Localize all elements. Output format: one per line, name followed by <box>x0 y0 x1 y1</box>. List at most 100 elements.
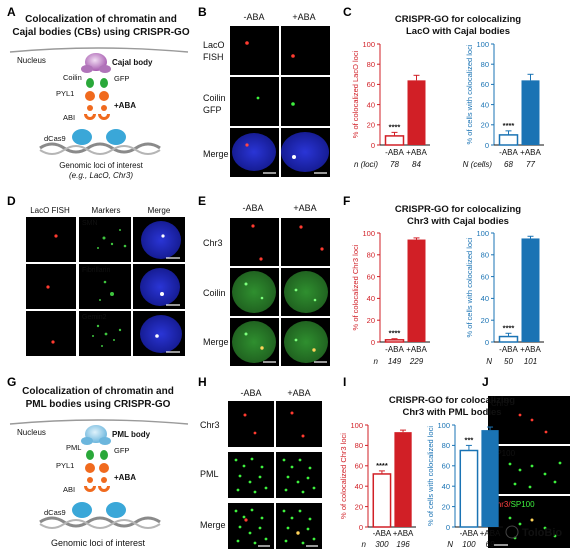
y-tick-label: 40 <box>442 482 450 491</box>
gfp-spot <box>291 102 295 106</box>
nuclear-envelope <box>9 419 189 425</box>
micrograph-tile <box>230 77 279 126</box>
x-category-label: -ABA <box>373 529 392 538</box>
y-tick-label: 60 <box>481 80 489 89</box>
panel-letter-d: D <box>7 194 16 208</box>
y-tick-label: 0 <box>446 523 450 532</box>
coilin-blob <box>99 65 111 73</box>
n-value-label: 300 <box>375 540 389 549</box>
aba-icon <box>87 105 93 111</box>
dcas9-icon <box>106 129 126 145</box>
pml-spots <box>234 457 316 545</box>
x-category-label: +ABA <box>406 345 427 354</box>
y-tick-label: 80 <box>367 251 375 260</box>
panel-letter-c: C <box>343 5 352 19</box>
coilin-nucleus-image <box>232 321 276 363</box>
panel-b-microscopy: -ABA +ABA LacO FISH Coilin GFP Merge <box>203 12 330 177</box>
x-category-label: -ABA <box>385 345 404 354</box>
significance-label: **** <box>503 121 515 130</box>
pml-blob <box>81 437 93 445</box>
coilin-foci <box>244 282 317 342</box>
y-tick-label: 60 <box>355 462 363 471</box>
n-value-label: 69 <box>486 540 495 549</box>
y-axis-label: % of cells with colocalized loci <box>465 237 474 337</box>
bar-minus-aba <box>498 134 519 146</box>
panel-e-row-chr3: Chr3 <box>203 238 223 248</box>
panel-d-col-markers: Markers <box>92 206 121 215</box>
gfp-tag-icon <box>100 450 108 460</box>
n-value-label: 78 <box>390 160 399 169</box>
pyl1-icon <box>99 91 109 101</box>
panel-j-merge-sp100: SP100 <box>511 500 536 509</box>
nucleus-image <box>281 132 329 172</box>
panel-d-col-merge: Merge <box>148 206 171 215</box>
chr3-spots <box>243 411 305 438</box>
panel-g-pml-label: PML <box>66 443 81 452</box>
significance-label: **** <box>376 461 388 470</box>
gfp-spot <box>256 96 260 100</box>
panel-g-title-line1: Colocalization of chromatin and <box>22 386 174 397</box>
dna-strand-icon <box>39 145 161 155</box>
pyl1-icon <box>99 463 109 473</box>
panel-letter-j: J <box>482 375 489 389</box>
panel-e-microscopy: -ABA +ABA Chr3 Coilin Merge <box>203 203 330 366</box>
aba-icon <box>101 477 107 483</box>
panel-a-nucleus-label: Nucleus <box>17 56 46 65</box>
abi-icon <box>98 486 110 492</box>
bar-plus-aba <box>521 238 540 342</box>
nucleus-image <box>232 133 276 171</box>
n-value-label: 100 <box>462 540 476 549</box>
x-category-label: -ABA <box>385 148 404 157</box>
panel-g-abi-label: ABI <box>63 485 75 494</box>
n-value-label: 149 <box>388 357 402 366</box>
bar-plus-aba <box>394 432 412 527</box>
micrograph-tile <box>281 26 330 75</box>
x-category-label: +ABA <box>393 529 414 538</box>
y-tick-label: 0 <box>359 523 363 532</box>
micrograph-tile <box>228 401 274 447</box>
gfp-tag-icon <box>86 450 94 460</box>
nucleus-image <box>140 315 182 353</box>
y-axis-label: % of cells with colocalized loci <box>426 426 435 526</box>
significance-label: **** <box>389 329 401 338</box>
y-tick-label: 0 <box>371 141 375 150</box>
panel-b-row-coilin-line1: Coilin <box>203 93 226 103</box>
micrograph-tile <box>488 446 570 494</box>
n-axis-label: n <box>374 357 379 366</box>
panel-d-microscopy: LacO FISH Markers Merge SMN Fibrillarin … <box>26 206 185 356</box>
panel-g-pml-body-label: PML body <box>112 430 151 439</box>
micrograph-tile <box>26 311 76 356</box>
micrograph-tile <box>276 401 322 447</box>
fish-spot <box>46 285 50 289</box>
merge-spot <box>155 334 159 338</box>
panel-a-dcas9-label: dCas9 <box>44 134 66 143</box>
y-tick-label: 0 <box>371 338 375 347</box>
n-value-label: 68 <box>504 160 513 169</box>
y-tick-label: 80 <box>481 60 489 69</box>
y-tick-label: 0 <box>485 141 489 150</box>
y-tick-label: 100 <box>476 229 489 238</box>
gfp-tag-icon <box>86 78 94 88</box>
bar-minus-aba <box>372 473 392 528</box>
bar-minus-aba <box>459 449 479 528</box>
panel-letter-e: E <box>198 194 206 208</box>
micrograph-tile <box>230 218 279 266</box>
y-tick-label: 80 <box>442 441 450 450</box>
y-tick-label: 60 <box>367 80 375 89</box>
n-value-label: 101 <box>524 357 537 366</box>
merge-spot <box>296 531 300 535</box>
bar-chart-loci: 0 20 40 60 80 100% of colocalized Chr3 loci -A… <box>339 421 416 549</box>
micrograph-tile <box>79 217 131 262</box>
fish-spot <box>51 340 55 344</box>
merge-spot <box>245 143 249 147</box>
panel-g-schematic: Colocalization of chromatin and PML bodi… <box>9 386 189 548</box>
dcas9-icon <box>72 129 92 145</box>
pml-blob <box>99 437 111 445</box>
y-tick-label: 80 <box>481 251 489 260</box>
panel-a-coilin-label: Coilin <box>63 73 82 82</box>
